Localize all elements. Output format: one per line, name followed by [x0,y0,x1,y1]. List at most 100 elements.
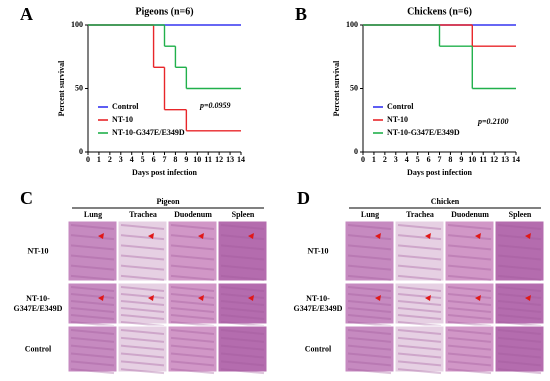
x-tick-label: 5 [416,155,420,164]
x-tick-label: 0 [86,155,90,164]
tissue-texture [347,352,392,359]
tissue-texture [497,254,542,261]
tissue-texture [447,314,492,320]
lesion-arrow [375,295,381,301]
x-tick-label: 4 [130,155,134,164]
lesion-arrow [148,295,154,301]
tissue-texture [170,254,215,261]
y-tick-label: 0 [79,147,83,156]
legend-label: NT-10 [387,115,408,124]
histology-image [344,282,395,325]
x-tick-label: 5 [141,155,145,164]
tissue-texture [497,368,542,375]
y-tick-label: 50 [350,83,358,92]
x-tick-label: 1 [372,155,376,164]
tissue-texture [447,286,492,292]
tissue-texture [120,336,165,343]
panel-label: B [295,4,307,24]
tissue-texture [170,314,215,320]
y-tick-label: 0 [354,147,358,156]
tissue-texture [447,321,492,327]
tissue-texture [220,368,265,375]
tissue-texture [70,244,115,251]
tissue-texture [170,286,215,292]
row-label: G347E/E349D [14,304,63,313]
tissue-texture [347,321,392,327]
tissue-texture [70,321,115,327]
tissue-texture [120,224,165,230]
lesion-arrow [98,295,104,301]
x-tick-label: 2 [108,155,112,164]
tissue-texture [170,264,215,271]
tissue-texture [497,336,542,343]
legend-label: Control [112,102,139,111]
x-tick-label: 0 [361,155,365,164]
column-label: Spleen [509,210,532,219]
tissue-texture [447,244,492,251]
x-tick-label: 11 [479,155,487,164]
tissue-texture [347,286,392,292]
species-label: Pigeon [156,197,180,206]
tissue-texture [347,344,392,351]
tissue-texture [220,224,265,230]
tissue-texture [497,321,542,327]
tissue-texture [397,286,442,292]
tissue-texture [70,293,115,299]
tissue-texture [70,344,115,351]
tissue-texture [220,254,265,261]
histology-image [444,220,495,282]
histology-image [217,325,268,373]
tissue-texture [397,352,442,359]
lesion-arrow [198,233,204,239]
tissue-texture [70,254,115,261]
tissue-texture [70,352,115,359]
tissue-texture [70,307,115,313]
tissue-texture [397,293,442,299]
tissue-texture [170,300,215,306]
tissue-texture [70,329,115,335]
x-tick-label: 3 [394,155,398,164]
tissue-texture [447,224,492,230]
tissue-texture [347,293,392,299]
tissue-texture [220,300,265,306]
chart-title: Chickens (n=6) [407,6,472,17]
tissue-texture [397,344,442,351]
tissue-texture [220,321,265,327]
x-tick-label: 9 [459,155,463,164]
tissue-texture [170,321,215,327]
tissue-texture [220,234,265,241]
x-axis-label: Days post infection [407,168,472,177]
x-tick-label: 14 [512,155,520,164]
p-value: p=0.2100 [477,117,509,126]
tissue-texture [120,344,165,351]
legend-label: NT-10 [112,115,133,124]
column-label: Spleen [232,210,255,219]
x-tick-label: 10 [193,155,201,164]
tissue-texture [397,224,442,230]
tissue-texture [120,234,165,241]
tissue-texture [120,352,165,359]
tissue-texture [220,293,265,299]
tissue-texture [497,274,542,281]
chart-title: Pigeons (n=6) [135,6,193,17]
tissue-texture [120,314,165,320]
histology-image [494,282,545,325]
tissue-texture [170,360,215,367]
row-label: NT-10 [27,246,48,255]
x-tick-label: 2 [383,155,387,164]
histology-image [394,325,445,373]
column-label: Lung [361,210,379,219]
y-tick-label: 100 [346,20,358,29]
tissue-texture [70,224,115,230]
tissue-texture [170,244,215,251]
tissue-texture [120,244,165,251]
tissue-texture [120,274,165,281]
species-label: Chicken [431,197,460,206]
tissue-texture [120,300,165,306]
tissue-texture [497,244,542,251]
tissue-texture [70,314,115,320]
tissue-texture [347,264,392,271]
x-tick-label: 14 [237,155,245,164]
lesion-arrow [198,295,204,301]
tissue-texture [70,336,115,343]
